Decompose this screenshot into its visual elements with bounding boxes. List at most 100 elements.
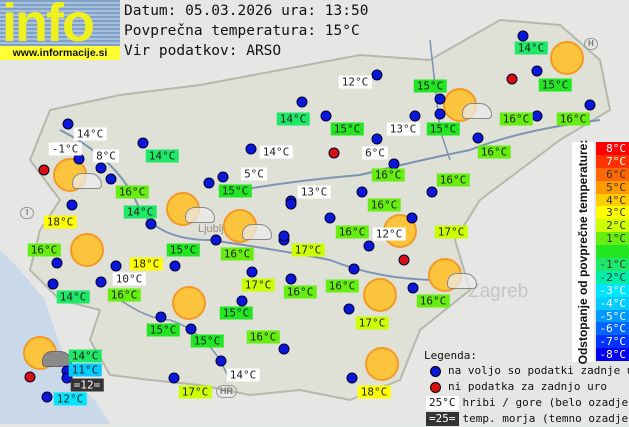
station-available-dot[interactable] <box>138 138 149 149</box>
station-available-dot[interactable] <box>372 70 383 81</box>
station-temperature-label: 15°C <box>539 79 572 92</box>
station-available-dot[interactable] <box>408 283 419 294</box>
scale-row: -5°C <box>596 310 629 323</box>
station-temperature-label: 16°C <box>336 226 369 239</box>
station-available-dot[interactable] <box>518 31 529 42</box>
station-missing-dot[interactable] <box>25 372 36 383</box>
station-temperature-label: 14°C <box>227 369 260 382</box>
station-temperature-label: 16°C <box>108 289 141 302</box>
station-available-dot[interactable] <box>435 109 446 120</box>
map-label-hr: HR <box>216 385 237 398</box>
mountain-sample: 25°C <box>426 396 459 410</box>
station-available-dot[interactable] <box>246 144 257 155</box>
cloud-icon <box>447 273 477 289</box>
station-available-dot[interactable] <box>357 187 368 198</box>
station-available-dot[interactable] <box>106 174 117 185</box>
station-available-dot[interactable] <box>96 277 107 288</box>
station-available-dot[interactable] <box>52 258 63 269</box>
station-temperature-label: 17°C <box>356 317 389 330</box>
cloud-icon <box>242 224 272 240</box>
station-available-dot[interactable] <box>169 373 180 384</box>
legend-missing-text: ni podatka za zadnjo uro <box>448 380 607 394</box>
station-temperature-label: 15°C <box>147 324 180 337</box>
station-available-dot[interactable] <box>237 296 248 307</box>
station-available-dot[interactable] <box>111 261 122 272</box>
legend-title: Legenda: <box>424 349 629 363</box>
scale-row <box>596 245 629 258</box>
station-available-dot[interactable] <box>156 312 167 323</box>
station-available-dot[interactable] <box>435 94 446 105</box>
station-temperature-label: 17°C <box>242 279 275 292</box>
station-available-dot[interactable] <box>279 344 290 355</box>
station-temperature-label: 16°C <box>417 295 450 308</box>
station-missing-dot[interactable] <box>329 148 340 159</box>
station-temperature-label: 12°C <box>373 228 406 241</box>
station-temperature-label: 12°C <box>54 393 87 406</box>
legend-item-sea: =25= temp. morja (temno ozadje) <box>424 411 629 427</box>
scale-row: 7°C <box>596 155 629 168</box>
station-available-dot[interactable] <box>279 231 290 242</box>
station-available-dot[interactable] <box>349 264 360 275</box>
station-temperature-label: 12°C <box>339 76 372 89</box>
scale-row: -3°C <box>596 284 629 297</box>
station-available-dot[interactable] <box>297 97 308 108</box>
blue-dot-icon <box>430 366 441 377</box>
station-available-dot[interactable] <box>532 111 543 122</box>
station-available-dot[interactable] <box>186 324 197 335</box>
logo[interactable]: info www.informacije.si <box>0 0 120 60</box>
station-temperature-label: 15°C <box>414 80 447 93</box>
station-available-dot[interactable] <box>585 100 596 111</box>
station-temperature-label: 17°C <box>179 386 212 399</box>
station-missing-dot[interactable] <box>39 165 50 176</box>
station-available-dot[interactable] <box>532 66 543 77</box>
station-available-dot[interactable] <box>321 111 332 122</box>
station-available-dot[interactable] <box>247 267 258 278</box>
scale-row: -7°C <box>596 335 629 348</box>
station-available-dot[interactable] <box>67 200 78 211</box>
legend: Legenda: na voljo so podatki zadnje ure … <box>424 349 629 427</box>
legend-item-missing: ni podatka za zadnjo uro <box>424 379 629 395</box>
scale-row: -2°C <box>596 271 629 284</box>
station-available-dot[interactable] <box>170 261 181 272</box>
legend-mountain-text: hribi / gore (belo ozadje) <box>463 396 629 410</box>
legend-item-available: na voljo so podatki zadnje ure <box>424 363 629 379</box>
station-available-dot[interactable] <box>473 133 484 144</box>
station-available-dot[interactable] <box>216 356 227 367</box>
station-missing-dot[interactable] <box>399 255 410 266</box>
station-available-dot[interactable] <box>407 213 418 224</box>
station-available-dot[interactable] <box>211 235 222 246</box>
station-available-dot[interactable] <box>146 219 157 230</box>
station-available-dot[interactable] <box>410 111 421 122</box>
station-available-dot[interactable] <box>218 172 229 183</box>
station-available-dot[interactable] <box>364 241 375 252</box>
station-available-dot[interactable] <box>42 392 53 403</box>
station-available-dot[interactable] <box>286 199 297 210</box>
station-temperature-label: 16°C <box>368 199 401 212</box>
station-temperature-label: 8°C <box>93 150 119 163</box>
station-available-dot[interactable] <box>48 279 59 290</box>
station-temperature-label: 16°C <box>28 244 61 257</box>
scale-row: 4°C <box>596 194 629 207</box>
scale-row: -1°C <box>596 258 629 271</box>
station-available-dot[interactable] <box>96 163 107 174</box>
map-label-zagreb: Zagreb <box>468 281 528 303</box>
station-available-dot[interactable] <box>347 373 358 384</box>
legend-item-mountain: 25°C hribi / gore (belo ozadje) <box>424 395 629 411</box>
station-temperature-label: 15°C <box>191 335 224 348</box>
station-temperature-label: 16°C <box>372 169 405 182</box>
logo-url-link[interactable]: www.informacije.si <box>0 46 120 60</box>
scale-title-text: Odstopanje od povprečne temperature: <box>576 140 590 365</box>
station-temperature-label: 6°C <box>362 147 388 160</box>
station-available-dot[interactable] <box>286 274 297 285</box>
station-available-dot[interactable] <box>204 178 215 189</box>
station-temperature-label: 16°C <box>247 331 280 344</box>
station-available-dot[interactable] <box>63 119 74 130</box>
station-temperature-label: 14°C <box>74 128 107 141</box>
station-available-dot[interactable] <box>325 213 336 224</box>
scale-title: Odstopanje od povprečne temperature: <box>572 142 594 362</box>
station-available-dot[interactable] <box>372 134 383 145</box>
station-available-dot[interactable] <box>427 187 438 198</box>
station-missing-dot[interactable] <box>507 74 518 85</box>
station-available-dot[interactable] <box>344 304 355 315</box>
station-temperature-label: -1°C <box>49 143 82 156</box>
